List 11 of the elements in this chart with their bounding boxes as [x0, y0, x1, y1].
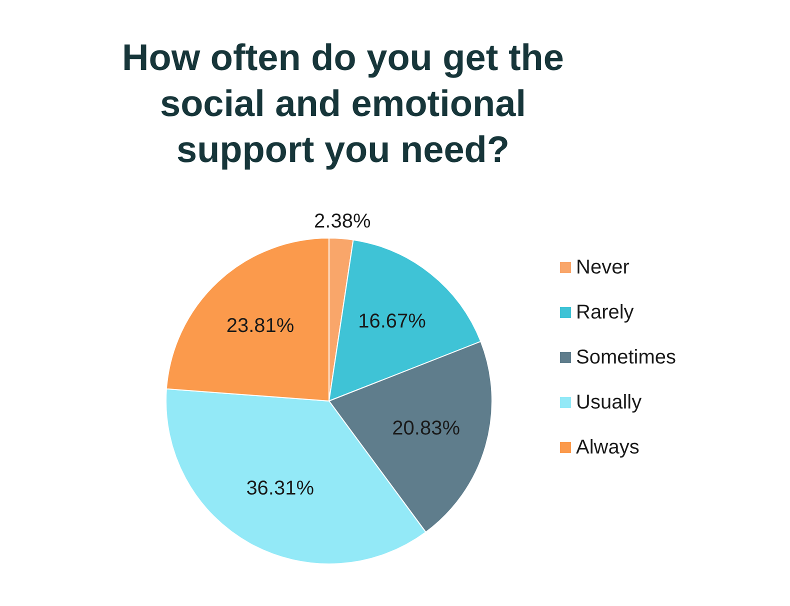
data-label: 16.67%: [358, 310, 426, 332]
legend-label: Usually: [576, 391, 642, 414]
legend-label: Never: [576, 256, 630, 278]
data-label: 23.81%: [226, 315, 294, 338]
legend-label: Sometimes: [576, 346, 676, 368]
chart-title: How often do you get the social and emotional support you need?: [122, 37, 564, 170]
legend-label: Rarely: [576, 301, 634, 324]
data-label: 36.31%: [246, 478, 314, 500]
data-label: 2.38%: [314, 210, 371, 232]
data-label: 20.83%: [392, 417, 460, 440]
legend-label: Always: [576, 436, 640, 458]
